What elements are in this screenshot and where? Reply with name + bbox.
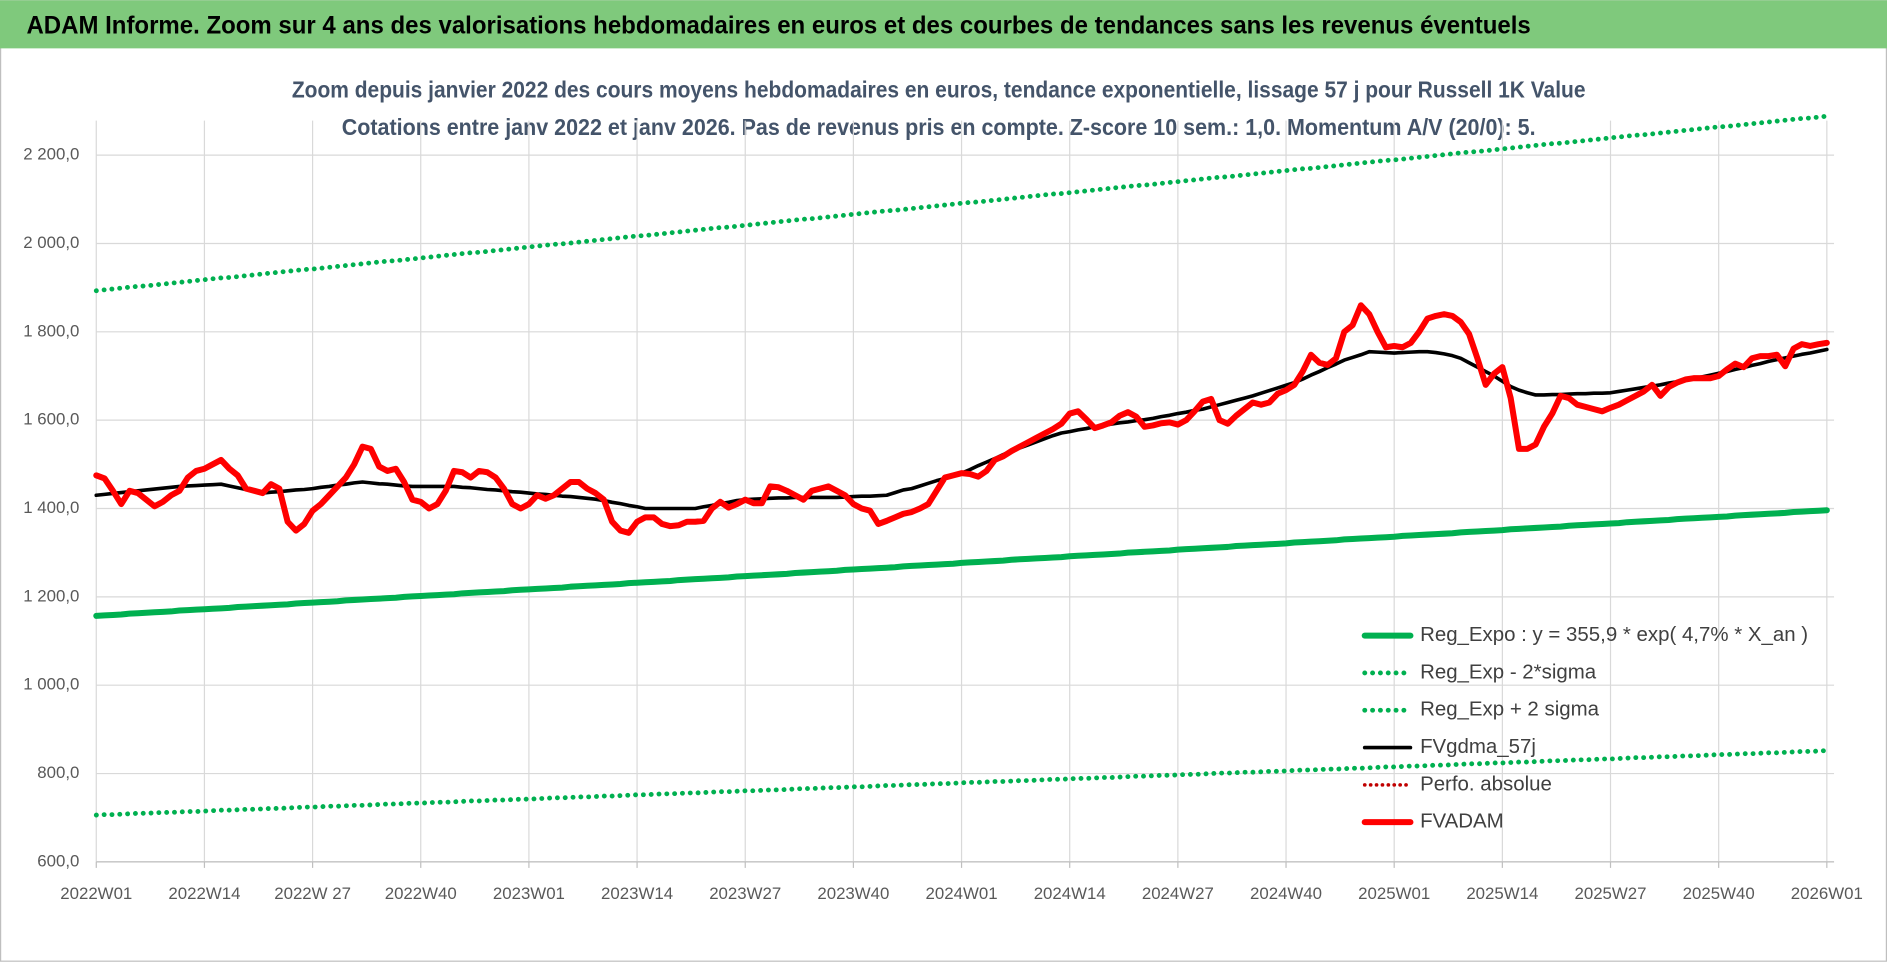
x-tick-label: 2024W40 [1250,884,1322,903]
header-title: ADAM Informe. Zoom sur 4 ans des valoris… [26,11,1530,39]
x-tick-label: 2023W14 [601,884,673,903]
x-tick-label: 2023W40 [817,884,889,903]
x-tick-label: 2025W27 [1574,884,1646,903]
legend-label: Reg_Expo : y = 355,9 * exp( 4,7% * X_an … [1420,623,1808,646]
y-tick-label: 1 400,0 [23,498,79,517]
x-tick-label: 2024W27 [1142,884,1214,903]
x-tick-label: 2024W01 [926,884,998,903]
x-tick-label: 2025W40 [1683,884,1755,903]
series-line [93,507,1830,619]
chart-title: Zoom depuis janvier 2022 des cours moyen… [292,77,1586,103]
x-tick-label: 2022W40 [385,884,457,903]
y-tick-label: 1 000,0 [23,675,79,694]
x-tick-label: 2026W01 [1791,884,1863,903]
legend-label: Reg_Exp + 2 sigma [1420,698,1600,721]
lines [93,113,1830,818]
y-tick-label: 1 600,0 [23,410,79,429]
header-band [0,0,1887,49]
x-tick-label: 2022W 27 [274,884,351,903]
y-tick-label: 1 200,0 [23,586,79,605]
x-tick-label: 2022W14 [168,884,240,903]
chart-subtitle: Cotations entre janv 2022 et janv 2026. … [342,114,1536,140]
x-tick-label: 2025W01 [1358,884,1430,903]
x-tick-label: 2023W01 [493,884,565,903]
y-tick-label: 600,0 [37,851,79,870]
y-tick-label: 800,0 [37,763,79,782]
x-tick-label: 2025W14 [1466,884,1538,903]
legend-label: FVgdma_57j [1420,735,1536,758]
series-line [93,748,1830,818]
y-tick-label: 2 200,0 [23,145,79,164]
series-line [93,302,1830,536]
x-tick-label: 2024W14 [1034,884,1106,903]
y-tick-label: 2 000,0 [23,233,79,252]
series-line [93,113,1830,294]
legend-label: Reg_Exp - 2*sigma [1420,660,1597,683]
legend-label: FVADAM [1420,810,1504,833]
legend-label: Perfo. absolue [1420,772,1552,795]
legend: Reg_Expo : y = 355,9 * exp( 4,7% * X_an … [1361,623,1808,833]
grid: 600,0 800,0 1 000,0 1 200,0 1 400,0 1 600,0 1 … [23,120,1863,903]
x-tick-label: 2023W27 [709,884,781,903]
y-tick-label: 1 800,0 [23,321,79,340]
x-tick-label: 2022W01 [60,884,132,903]
